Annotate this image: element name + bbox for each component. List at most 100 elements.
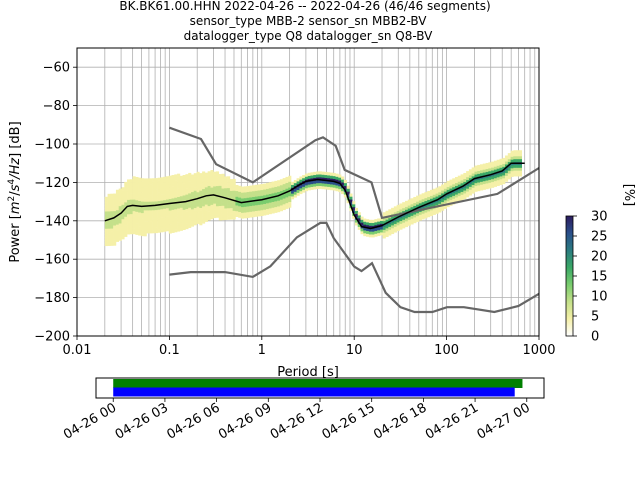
density-cell (165, 182, 170, 186)
density-cell (204, 175, 208, 179)
density-cell (138, 229, 142, 233)
density-cell (346, 200, 350, 204)
density-cell (118, 217, 122, 221)
density-cell (471, 170, 475, 174)
density-cell (349, 199, 353, 203)
density-cell (496, 182, 500, 186)
density-cell (127, 216, 131, 221)
density-cell (190, 186, 195, 190)
density-cell (121, 230, 125, 234)
density-cell (516, 153, 520, 157)
density-cell (260, 184, 264, 188)
density-cell (360, 231, 364, 235)
density-cell (129, 193, 133, 197)
density-cell (427, 190, 431, 195)
density-cell (463, 196, 467, 200)
density-cell (263, 186, 267, 190)
density-cell (218, 211, 222, 215)
density-cell (188, 221, 192, 226)
density-cell (263, 209, 267, 213)
density-cell (271, 190, 275, 194)
density-cell (193, 222, 197, 226)
density-cell (257, 193, 261, 197)
density-cell (238, 194, 242, 198)
density-cell (363, 224, 367, 228)
density-cell (185, 205, 189, 210)
y-axis-label-m: m (8, 201, 23, 214)
density-cell (421, 210, 425, 214)
density-cell (263, 192, 267, 196)
density-cell (455, 176, 459, 181)
density-cell (193, 199, 197, 203)
density-cell (124, 207, 128, 212)
plot-frame (76, 47, 540, 337)
density-cell (321, 186, 325, 190)
density-cell (146, 230, 150, 234)
density-cell (302, 177, 306, 182)
density-cell (329, 181, 334, 185)
density-cell (352, 201, 356, 205)
x-tick-label: 1 (258, 343, 266, 358)
density-cell (505, 164, 509, 168)
density-cell (188, 195, 192, 200)
density-cell (391, 219, 395, 223)
density-cell (185, 217, 189, 221)
density-cell (471, 178, 475, 183)
density-cell (407, 208, 411, 212)
density-cell (202, 197, 206, 201)
density-cell (196, 212, 200, 216)
density-cell (210, 187, 214, 191)
density-cell (174, 214, 178, 218)
density-cell (157, 206, 161, 210)
density-cell (196, 197, 200, 201)
density-cell (140, 212, 145, 216)
density-cell (307, 172, 311, 176)
density-cell (179, 201, 183, 205)
density-cell (165, 193, 170, 197)
density-cell (118, 188, 122, 192)
density-cell (113, 233, 117, 238)
density-cell (404, 223, 409, 228)
density-cell (266, 200, 270, 204)
density-cell (146, 181, 150, 185)
density-cell (329, 184, 334, 188)
density-cell (338, 180, 342, 184)
density-cell (466, 176, 470, 181)
density-cell (143, 192, 147, 196)
density-cell (518, 167, 523, 171)
density-cell (229, 196, 233, 200)
density-cell (140, 232, 145, 237)
density-cell (210, 204, 214, 208)
density-cell (441, 198, 445, 203)
density-cell (210, 178, 214, 182)
density-cell (460, 194, 464, 198)
density-cell (224, 199, 228, 203)
density-cell (138, 215, 142, 219)
density-cell (224, 202, 228, 206)
density-cell (174, 226, 178, 230)
density-cell (266, 208, 270, 212)
density-cell (171, 192, 175, 196)
density-cell (343, 179, 347, 184)
density-cell (185, 174, 189, 178)
density-cell (124, 187, 128, 191)
density-cell (190, 217, 195, 221)
density-cell (493, 166, 497, 170)
density-cell (154, 183, 158, 188)
density-cell (507, 170, 511, 174)
density-cell (160, 206, 164, 210)
density-cell (496, 179, 500, 184)
density-cell (185, 208, 189, 212)
density-cell (140, 224, 145, 228)
density-cell (396, 219, 400, 223)
density-cell (491, 170, 495, 174)
density-cell (513, 170, 517, 174)
density-cell (135, 191, 139, 195)
density-cell (196, 183, 200, 187)
density-cell (196, 200, 200, 204)
density-cell (324, 180, 328, 184)
density-cell (174, 220, 178, 224)
density-cell (146, 187, 150, 191)
density-cell (121, 190, 125, 194)
